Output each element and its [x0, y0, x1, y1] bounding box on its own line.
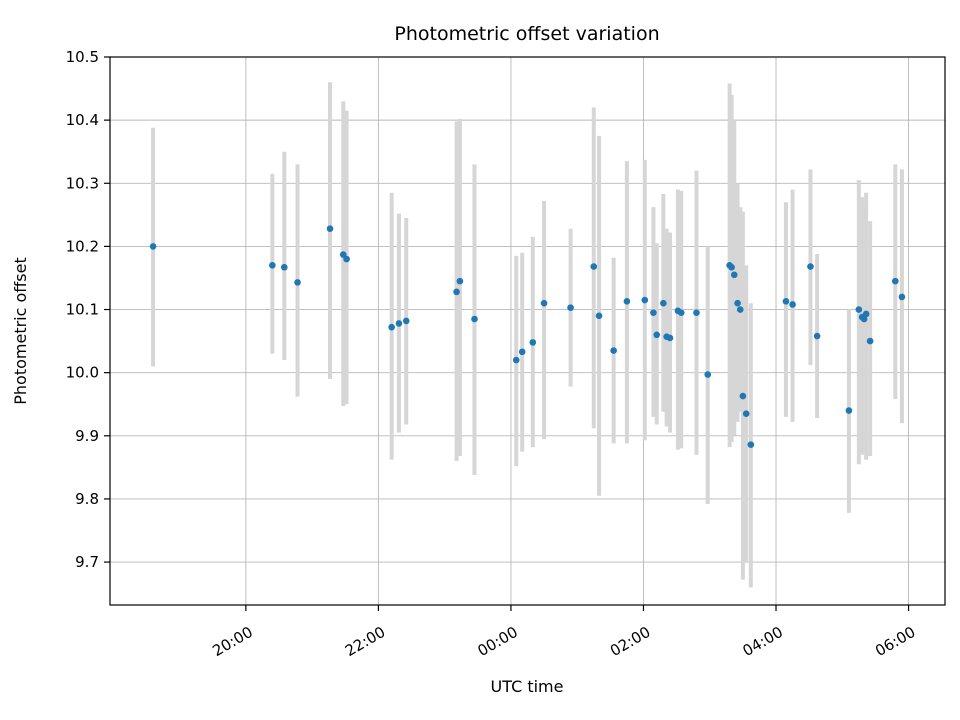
data-point [739, 392, 747, 400]
data-point [845, 407, 853, 414]
data-point [898, 293, 906, 301]
y-tick-label: 10.0 [66, 364, 99, 382]
data-point [641, 296, 649, 304]
data-points [149, 225, 906, 448]
data-point [866, 337, 874, 345]
y-tick-labels: 9.7 9.8 9.9 10.0 10.1 10.2 10.3 10.4 10.5 [66, 48, 99, 571]
data-point [269, 262, 276, 269]
data-point [855, 306, 863, 313]
data-point [789, 301, 796, 308]
grid-lines [110, 56, 945, 605]
data-point [653, 331, 661, 339]
y-tick-label: 9.7 [75, 553, 99, 571]
data-point [326, 225, 334, 233]
data-point [704, 371, 712, 378]
data-point [294, 279, 301, 286]
data-point [453, 288, 460, 296]
data-point [728, 263, 735, 271]
data-point [388, 323, 395, 331]
data-point [730, 271, 738, 279]
data-point [736, 306, 744, 313]
x-tick-labels: 20:00 22:00 00:00 02:00 04:00 06:00 [209, 623, 918, 660]
y-tick-label: 10.4 [66, 111, 99, 129]
y-tick-label: 10.1 [66, 301, 99, 319]
data-point [666, 334, 674, 342]
tick-marks [104, 56, 910, 611]
data-point [595, 312, 603, 320]
x-tick-label: 06:00 [872, 623, 918, 660]
y-tick-label: 9.8 [75, 490, 99, 508]
data-point [518, 348, 526, 356]
data-point [343, 255, 350, 263]
data-point [623, 298, 631, 305]
data-point [742, 410, 750, 418]
chart-title: Photometric offset variation [394, 23, 659, 45]
data-point [660, 299, 667, 307]
x-tick-label: 22:00 [342, 623, 388, 660]
y-tick-label: 10.5 [66, 48, 99, 66]
x-tick-label: 20:00 [209, 623, 255, 660]
data-point [747, 441, 755, 448]
data-point [782, 298, 790, 305]
data-point [860, 315, 868, 323]
data-point [280, 263, 288, 271]
data-point [807, 263, 814, 270]
data-point [512, 356, 520, 364]
data-point [610, 347, 617, 354]
y-tick-label: 10.2 [66, 237, 99, 255]
data-point [529, 339, 537, 346]
error-bars [151, 82, 904, 588]
axes-spines [109, 56, 946, 606]
data-point [734, 299, 741, 307]
data-point [471, 315, 478, 323]
data-point [813, 332, 821, 340]
data-point [402, 317, 410, 325]
y-axis-label: Photometric offset [11, 257, 30, 405]
data-point [395, 320, 403, 327]
data-point [149, 243, 157, 250]
y-tick-label: 9.9 [75, 427, 99, 445]
data-point [650, 309, 657, 316]
data-point [693, 309, 700, 316]
data-point [677, 309, 685, 316]
data-point [862, 310, 870, 318]
x-tick-label: 04:00 [740, 623, 786, 660]
data-point [540, 299, 548, 307]
x-axis-label: UTC time [491, 677, 564, 696]
data-point [456, 277, 464, 285]
x-tick-label: 00:00 [474, 623, 520, 660]
x-tick-label: 02:00 [607, 623, 653, 660]
y-tick-label: 10.3 [66, 174, 99, 192]
data-point [891, 277, 899, 285]
data-point [590, 263, 598, 270]
data-point [567, 304, 574, 311]
